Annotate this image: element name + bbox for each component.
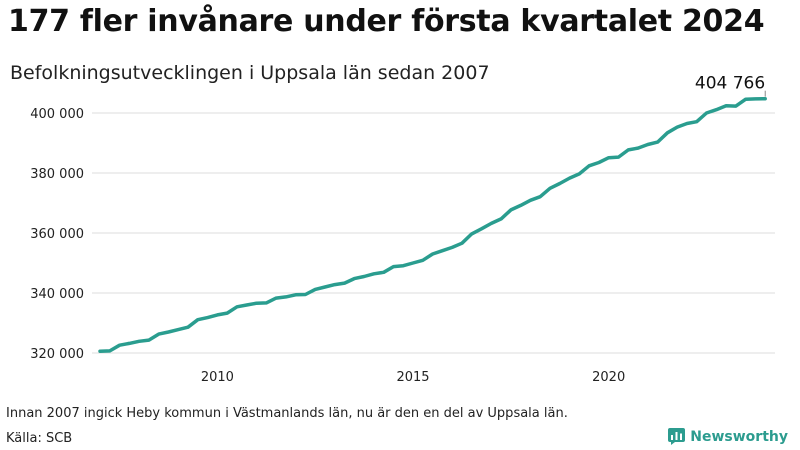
y-tick-label: 320 000 (30, 347, 84, 362)
chart-title: 177 fler invånare under första kvartalet… (8, 4, 765, 39)
y-tick-label: 340 000 (30, 287, 84, 302)
footnote: Innan 2007 ingick Heby kommun i Västmanl… (6, 406, 568, 421)
y-tick-label: 400 000 (30, 107, 84, 122)
x-tick-label: 2020 (592, 370, 625, 385)
end-value-label: 404 766 (695, 74, 765, 94)
x-tick-label: 2015 (396, 370, 429, 385)
series-line (98, 96, 767, 353)
source-note: Källa: SCB (6, 431, 73, 446)
x-tick-label: 2010 (201, 370, 234, 385)
brand-logo: Newsworthy (668, 428, 788, 445)
newsworthy-logo-icon (668, 428, 686, 445)
chart-subtitle: Befolkningsutvecklingen i Uppsala län se… (10, 62, 490, 84)
brand-name: Newsworthy (690, 428, 788, 445)
y-tick-label: 360 000 (30, 227, 84, 242)
y-tick-label: 380 000 (30, 167, 84, 182)
line-chart: 320 000 340 000 360 000 380 000 400 000 2010 2… (30, 74, 775, 385)
